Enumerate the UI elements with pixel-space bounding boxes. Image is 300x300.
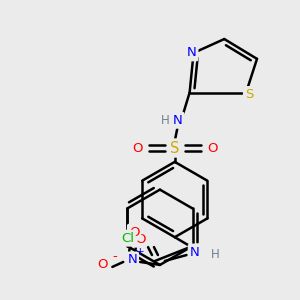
Text: N: N: [173, 114, 183, 127]
Text: N: N: [187, 46, 196, 59]
Text: O: O: [132, 142, 142, 154]
Text: O: O: [97, 258, 108, 272]
Text: H: H: [160, 114, 169, 127]
Text: O: O: [207, 142, 218, 154]
Text: S: S: [170, 140, 179, 155]
Text: +: +: [136, 247, 144, 257]
Text: H: H: [211, 248, 220, 260]
Text: -: -: [112, 250, 117, 263]
Text: N: N: [190, 245, 200, 259]
Text: S: S: [245, 88, 253, 101]
Text: O: O: [129, 226, 140, 239]
Text: Cl: Cl: [121, 232, 134, 245]
Text: O: O: [135, 233, 145, 246]
Text: N: N: [127, 254, 137, 266]
